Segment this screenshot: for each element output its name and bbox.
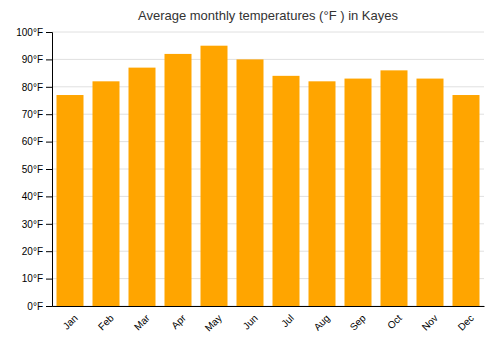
y-tick-mark: [46, 306, 52, 307]
y-tick-mark: [46, 114, 52, 115]
y-tick-label: 70°F: [22, 109, 43, 120]
x-tick-label: Jan: [61, 312, 80, 331]
bar: [57, 95, 84, 306]
x-tick: Apr: [169, 312, 188, 331]
x-tick: Sep: [348, 312, 369, 333]
y-tick-mark: [46, 59, 52, 60]
x-tick: Oct: [385, 312, 404, 331]
chart-svg: 0°F 10°F 20°F 30°F 40°F 50°F 60°F 70°F 80°F 90°F 1…: [0, 0, 500, 350]
bar: [201, 46, 228, 306]
x-tick-label: Oct: [385, 312, 404, 331]
x-tick: Dec: [456, 312, 476, 332]
y-tick: 0°F: [27, 301, 52, 312]
y-tick-label: 50°F: [22, 164, 43, 175]
y-tick-label: 10°F: [22, 273, 43, 284]
y-tick-mark: [46, 32, 52, 33]
plot-area: 0°F 10°F 20°F 30°F 40°F 50°F 60°F 70°F 80°F 90°F 1…: [16, 27, 484, 334]
x-tick-label: Aug: [312, 312, 332, 332]
x-tick-label: Apr: [169, 312, 188, 331]
bar: [309, 81, 336, 306]
y-tick: 100°F: [16, 27, 52, 38]
x-tick-label: Sep: [348, 312, 369, 333]
y-tick-label: 0°F: [27, 301, 43, 312]
y-tick: 80°F: [22, 82, 52, 93]
y-tick-label: 90°F: [22, 54, 43, 65]
x-tick-label: Nov: [420, 312, 440, 332]
x-tick-label: Feb: [96, 312, 116, 332]
y-tick-mark: [46, 251, 52, 252]
x-tick: Aug: [312, 312, 332, 332]
y-tick-label: 100°F: [16, 27, 43, 38]
y-axis-line: [46, 33, 53, 307]
bars: [57, 46, 480, 306]
x-tick: Jul: [279, 312, 296, 329]
y-tick-label: 60°F: [22, 136, 43, 147]
bar: [273, 76, 300, 306]
y-tick-label: 30°F: [22, 219, 43, 230]
bar: [129, 68, 156, 306]
y-tick: 50°F: [22, 164, 52, 175]
y-tick: 20°F: [22, 246, 52, 257]
bar: [93, 81, 120, 306]
y-tick-mark: [46, 196, 52, 197]
grid-line: [52, 32, 484, 33]
y-tick-label: 80°F: [22, 82, 43, 93]
x-tick-label: Jun: [241, 312, 260, 331]
y-tick-label: 20°F: [22, 246, 43, 257]
x-tick: Nov: [420, 312, 440, 332]
x-tick: Jun: [241, 312, 260, 331]
x-axis: Jan Feb Mar Apr May Jun Jul Aug Sep Oct Nov Dec: [53, 307, 485, 334]
y-tick: 90°F: [22, 54, 52, 65]
x-tick: Mar: [132, 312, 152, 332]
y-tick-mark: [46, 142, 52, 143]
chart-container: 0°F 10°F 20°F 30°F 40°F 50°F 60°F 70°F 80°F 90°F 1…: [0, 0, 500, 350]
y-tick: 40°F: [22, 191, 52, 202]
x-tick-label: May: [203, 312, 224, 333]
y-tick: 10°F: [22, 273, 52, 284]
x-tick-label: Mar: [132, 312, 152, 332]
bar: [165, 54, 192, 306]
chart-title: Average monthly temperatures (°F ) in Ka…: [138, 8, 399, 23]
y-tick-mark: [46, 279, 52, 280]
x-tick: Jan: [61, 312, 80, 331]
grid-line: [52, 59, 484, 60]
bar: [417, 79, 444, 306]
grid: [52, 32, 484, 306]
x-tick: May: [203, 312, 224, 333]
y-tick-mark: [46, 87, 52, 88]
y-tick-mark: [46, 169, 52, 170]
y-tick: 30°F: [22, 219, 52, 230]
bar: [345, 79, 372, 306]
y-tick: 70°F: [22, 109, 52, 120]
bar: [237, 59, 264, 306]
x-tick-label: Dec: [456, 312, 476, 332]
x-axis-line: [53, 306, 485, 307]
bar: [453, 95, 480, 306]
y-axis: 0°F 10°F 20°F 30°F 40°F 50°F 60°F 70°F 80°F 90°F 1…: [16, 27, 52, 312]
y-tick-label: 40°F: [22, 191, 43, 202]
bar: [381, 70, 408, 306]
x-tick-label: Jul: [279, 312, 296, 329]
x-tick: Feb: [96, 312, 116, 332]
y-tick-mark: [46, 224, 52, 225]
y-tick: 60°F: [22, 136, 52, 147]
